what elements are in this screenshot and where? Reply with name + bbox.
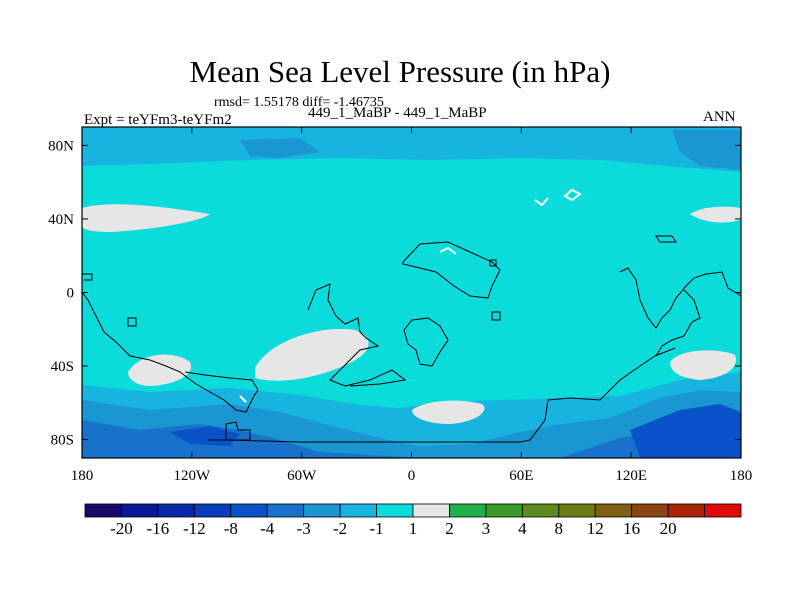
coast-antarctica <box>208 347 676 443</box>
x-axis: 180 120W 60W 0 60E 120E 180 <box>71 127 753 484</box>
coast-australia <box>655 289 701 357</box>
chart-title: Mean Sea Level Pressure (in hPa) <box>189 54 611 89</box>
y-tick-label: 80S <box>51 433 74 449</box>
field-arctic-patch <box>240 138 320 158</box>
colorbar-box <box>157 503 195 518</box>
colorbar-box <box>121 503 159 518</box>
x-tick-label: 180 <box>71 468 94 484</box>
field-high-pacific-north <box>82 204 210 232</box>
field-southern-core-east <box>630 404 741 458</box>
field-southern-band-3 <box>82 412 741 458</box>
colorbar-label: 16 <box>623 519 640 538</box>
colorbar-label: 1 <box>409 519 418 538</box>
colorbar-box <box>412 503 450 518</box>
colorbar-label: -8 <box>224 519 238 538</box>
coast-asia <box>619 267 741 329</box>
coast-americas <box>82 291 259 413</box>
colorbar-box <box>558 503 596 518</box>
colorbar-box <box>594 503 633 518</box>
field-high-atlantic <box>255 329 369 381</box>
x-tick-label: 0 <box>408 468 416 484</box>
colorbar-label: -16 <box>147 519 170 538</box>
field-southern-core-west <box>170 426 240 446</box>
coast-asia-small <box>655 235 677 243</box>
y-tick-label: 0 <box>67 286 75 302</box>
coast-islands <box>127 259 501 327</box>
x-tick-label: 120E <box>615 468 647 484</box>
colorbar-label: -12 <box>183 519 206 538</box>
colorbar-box <box>376 503 414 518</box>
colorbar-box <box>631 503 669 518</box>
colorbar: -20 -16 -12 -8 -4 -3 -2 -1 1 2 3 4 8 12 16 20 <box>84 503 742 538</box>
experiment-label: Expt = teYFm3-teYFm2 <box>84 112 232 128</box>
case-label: 449_1_MaBP - 449_1_MaBP <box>308 105 487 121</box>
colorbar-label: 20 <box>660 519 677 538</box>
field-high-indian <box>412 400 485 424</box>
x-tick-label: 60W <box>287 468 317 484</box>
y-tick-label: 40N <box>48 212 74 228</box>
coast-madagascar <box>403 317 449 367</box>
coast-south-america <box>307 283 407 387</box>
colorbar-box <box>266 503 305 518</box>
colorbar-label: -1 <box>369 519 383 538</box>
colorbar-box <box>303 503 341 518</box>
season-label: ANN <box>703 109 736 125</box>
colorbar-box <box>84 503 122 518</box>
field-white-marks <box>239 188 582 403</box>
colorbar-box <box>485 503 523 518</box>
field-high-pacific-east <box>690 206 741 223</box>
colorbar-label: -3 <box>297 519 311 538</box>
colorbar-box <box>230 503 268 518</box>
colorbar-box <box>193 503 232 518</box>
y-tick-label: 40S <box>51 359 74 375</box>
colorbar-box <box>339 503 377 518</box>
field-arctic-low <box>82 127 741 172</box>
colorbar-label: -20 <box>110 519 133 538</box>
coastlines <box>82 235 741 443</box>
colorbar-box <box>667 503 705 518</box>
x-tick-label: 60E <box>509 468 533 484</box>
stats-text: rmsd= 1.55178 diff= -1.46735 <box>214 95 384 110</box>
colorbar-label: -2 <box>333 519 347 538</box>
y-axis: 80N 40N 0 40S 80S <box>48 138 741 449</box>
coast-africa <box>402 241 501 299</box>
colorbar-label: 2 <box>445 519 454 538</box>
y-tick-label: 80N <box>48 138 74 154</box>
colorbar-box <box>521 503 560 518</box>
colorbar-label: 8 <box>555 519 564 538</box>
coast-americas-north <box>82 273 93 281</box>
x-tick-label: 120W <box>173 468 211 484</box>
field-high-south-pacific <box>128 354 192 386</box>
colorbar-label: 3 <box>482 519 491 538</box>
map-field <box>82 127 741 458</box>
colorbar-box <box>704 503 742 518</box>
colorbar-label: -4 <box>260 519 275 538</box>
colorbar-label: 4 <box>518 519 527 538</box>
field-high-australia <box>670 350 736 380</box>
colorbar-label: 12 <box>587 519 604 538</box>
x-tick-label: 180 <box>730 468 753 484</box>
colorbar-box <box>449 503 487 518</box>
field-arctic-low-core <box>672 130 741 170</box>
